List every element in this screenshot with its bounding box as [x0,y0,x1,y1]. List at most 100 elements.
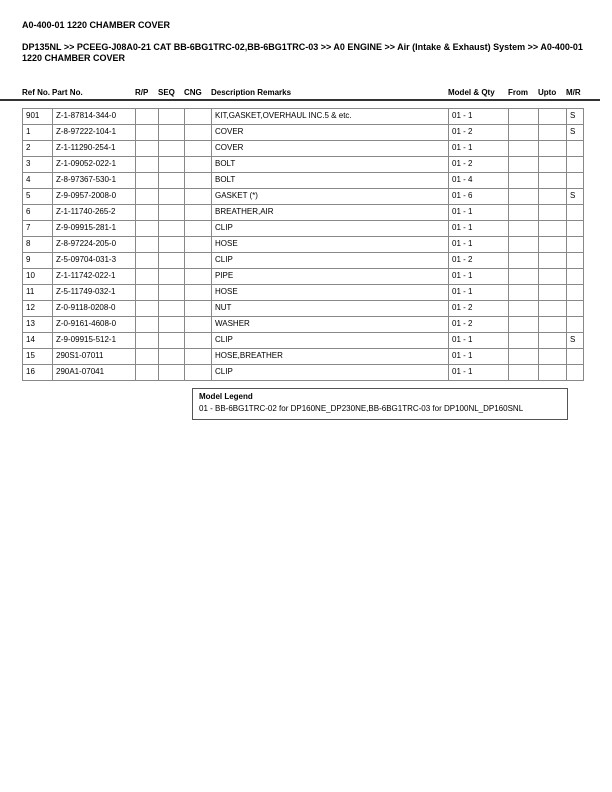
cell [508,316,539,333]
cell: PIPE [211,268,449,285]
cell [158,364,185,381]
cell: S [566,124,584,141]
cell: 01 - 1 [448,284,509,301]
cell [158,156,185,173]
cell [158,252,185,269]
cell [538,316,567,333]
table-row: 1 Z-8-97222-104-1 COVER 01 - 2 S [22,124,584,141]
cell [538,204,567,221]
cell: 01 - 1 [448,348,509,365]
cell [135,268,159,285]
cell [508,156,539,173]
cell [184,300,212,317]
cell [538,300,567,317]
cell: Z-8-97224-205-0 [52,236,136,253]
cell [566,348,584,365]
cell [184,172,212,189]
cell [135,284,159,301]
column-header: CNG [184,88,202,97]
cell: HOSE [211,284,449,301]
header-divider [0,99,600,101]
cell [135,316,159,333]
cell: Z-0-9161-4608-0 [52,316,136,333]
cell [135,124,159,141]
cell [158,300,185,317]
cell [538,124,567,141]
cell: 01 - 6 [448,188,509,205]
cell: 01 - 4 [448,172,509,189]
cell: Z-1-11740-265-2 [52,204,136,221]
cell [184,332,212,349]
table-row: 9 Z-5-09704-031-3 CLIP 01 - 2 [22,252,584,269]
cell [158,284,185,301]
cell [184,204,212,221]
cell [158,172,185,189]
table-row: 2 Z-1-11290-254-1 COVER 01 - 1 [22,140,584,157]
cell [135,140,159,157]
cell [158,140,185,157]
cell [538,236,567,253]
table-row: 11 Z-5-11749-032-1 HOSE 01 - 1 [22,284,584,301]
cell: 15 [22,348,53,365]
cell [566,316,584,333]
cell: Z-9-09915-512-1 [52,332,136,349]
cell: BREATHER,AIR [211,204,449,221]
cell [508,364,539,381]
cell [135,220,159,237]
cell: CLIP [211,364,449,381]
parts-table: 901 Z-1-87814-344-0 KIT,GASKET,OVERHAUL IN… [22,108,584,381]
column-header: SEQ [158,88,175,97]
model-legend: Model Legend 01 - BB-6BG1TRC-02 for DP16… [192,388,568,420]
cell: 16 [22,364,53,381]
cell [184,236,212,253]
cell [158,268,185,285]
table-row: 12 Z-0-9118-0208-0 NUT 01 - 2 [22,300,584,317]
cell: 7 [22,220,53,237]
table-row: 14 Z-9-09915-512-1 CLIP 01 - 1 S [22,332,584,349]
cell [538,268,567,285]
column-header: R/P [135,88,149,97]
cell: 901 [22,108,53,125]
cell [538,220,567,237]
cell [158,316,185,333]
cell [508,284,539,301]
cell [135,300,159,317]
table-row: 8 Z-8-97224-205-0 HOSE 01 - 1 [22,236,584,253]
cell: COVER [211,140,449,157]
cell [184,252,212,269]
cell [184,140,212,157]
cell: 12 [22,300,53,317]
cell [158,108,185,125]
cell: S [566,188,584,205]
cell: COVER [211,124,449,141]
cell: 01 - 2 [448,300,509,317]
cell: CLIP [211,252,449,269]
cell [538,172,567,189]
cell: 01 - 1 [448,268,509,285]
cell: BOLT [211,172,449,189]
cell: CLIP [211,332,449,349]
cell [508,348,539,365]
cell [508,108,539,125]
cell [135,204,159,221]
table-row: 4 Z-8-97367-530-1 BOLT 01 - 4 [22,172,584,189]
column-header: Upto [538,88,557,97]
cell [566,140,584,157]
column-header: From [508,88,528,97]
table-row: 16 290A1-07041 CLIP 01 - 1 [22,364,584,381]
cell: Z-5-09704-031-3 [52,252,136,269]
table-row: 3 Z-1-09052-022-1 BOLT 01 - 2 [22,156,584,173]
cell [184,316,212,333]
cell [135,332,159,349]
cell [508,300,539,317]
cell [566,156,584,173]
cell [566,236,584,253]
cell [566,204,584,221]
cell: 9 [22,252,53,269]
cell [566,268,584,285]
cell [566,300,584,317]
cell: Z-1-09052-022-1 [52,156,136,173]
cell [538,108,567,125]
cell: 01 - 1 [448,332,509,349]
